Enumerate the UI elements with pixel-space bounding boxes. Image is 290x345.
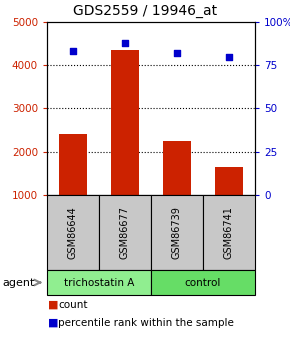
Text: GSM86644: GSM86644 xyxy=(68,206,78,259)
Text: GDS2559 / 19946_at: GDS2559 / 19946_at xyxy=(73,4,217,18)
Text: count: count xyxy=(58,300,88,310)
Text: GSM86677: GSM86677 xyxy=(120,206,130,259)
Point xyxy=(175,50,179,56)
Point xyxy=(123,40,127,46)
Text: ■: ■ xyxy=(48,318,59,328)
Bar xyxy=(215,167,243,195)
Text: GSM86741: GSM86741 xyxy=(224,206,234,259)
Text: agent: agent xyxy=(2,277,35,287)
Text: percentile rank within the sample: percentile rank within the sample xyxy=(58,318,234,328)
Point xyxy=(71,49,75,54)
Bar xyxy=(59,135,87,195)
Text: trichostatin A: trichostatin A xyxy=(64,277,134,287)
Bar xyxy=(111,50,139,195)
Text: ■: ■ xyxy=(48,300,59,310)
Text: control: control xyxy=(185,277,221,287)
Text: GSM86739: GSM86739 xyxy=(172,206,182,259)
Point xyxy=(227,54,231,59)
Bar xyxy=(163,141,191,195)
